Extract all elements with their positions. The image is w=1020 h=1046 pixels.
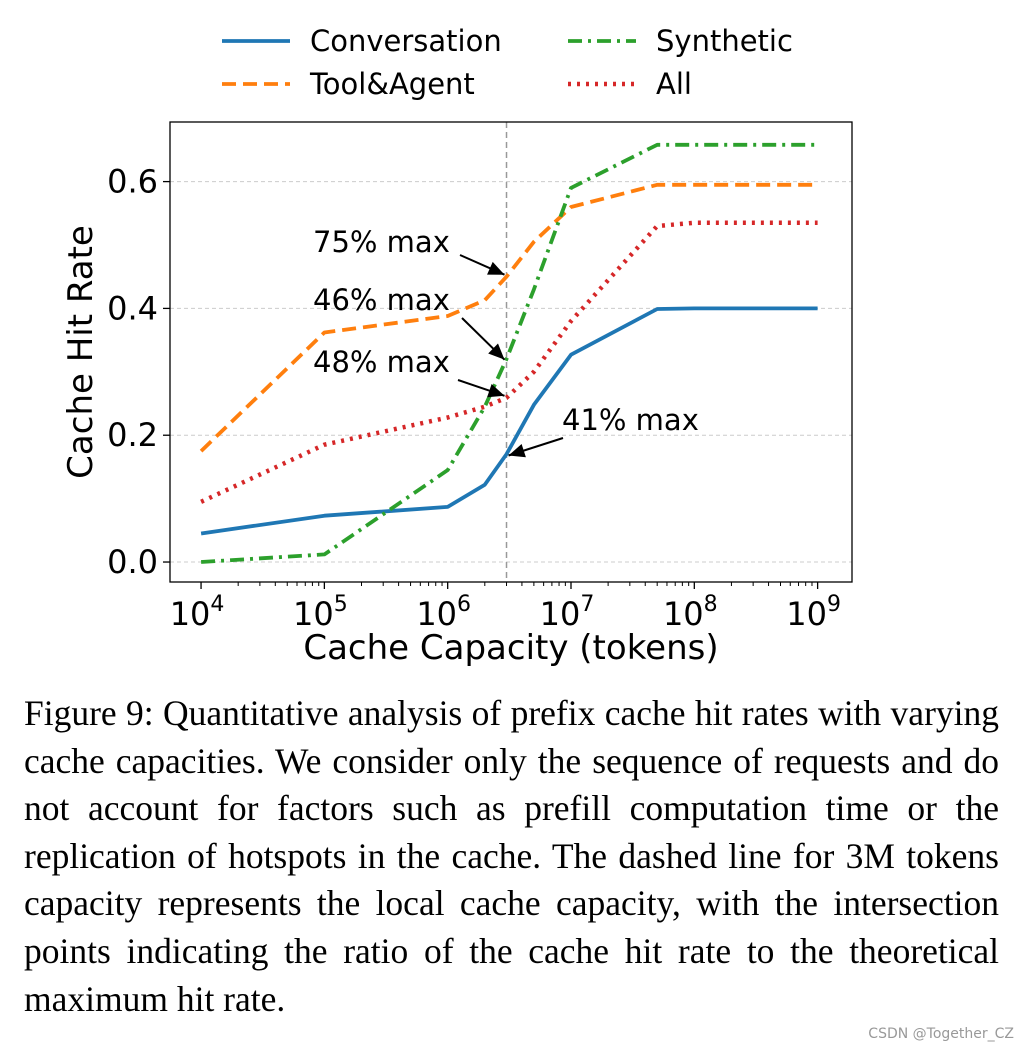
annotation-arrowhead — [508, 443, 526, 458]
series-line-synthetic — [200, 142, 818, 564]
legend-label: Tool&Agent — [309, 67, 475, 101]
annotation-label: 75% max — [313, 225, 450, 259]
x-axis-label: Cache Capacity (tokens) — [303, 628, 718, 668]
legend-label: All — [656, 67, 692, 101]
cache-hit-rate-chart: 0.0 0.2 0.4 0.6 104 105 106 107 108 109 75% max 46… — [61, 24, 853, 668]
y-tick-label: 0.4 — [107, 289, 158, 327]
legend-label: Synthetic — [656, 24, 793, 58]
series-line-toolagent — [199, 182, 818, 453]
series-line-conversation — [200, 306, 818, 536]
legend-label: Conversation — [310, 24, 502, 58]
x-tick-label: 109 — [786, 592, 841, 633]
legend: Conversation Tool&Agent Synthetic All — [222, 24, 793, 101]
x-tick-label: 105 — [293, 592, 348, 633]
y-tick-label: 0.2 — [107, 416, 158, 454]
watermark: CSDN @Together_CZ — [868, 1026, 1014, 1042]
annotation-arrowhead — [488, 343, 505, 360]
x-tick-label: 106 — [416, 592, 471, 633]
ticks: 0.0 0.2 0.4 0.6 104 105 106 107 108 109 — [107, 163, 841, 633]
annotation-label: 48% max — [313, 345, 450, 379]
annotation-arrowhead — [487, 261, 505, 275]
x-tick-label: 104 — [170, 592, 225, 633]
plot-frame — [169, 121, 853, 583]
grid — [170, 181, 852, 563]
annotation-arrowhead — [487, 384, 505, 398]
y-axis-label: Cache Hit Rate — [61, 225, 101, 479]
annotation-label: 46% max — [313, 283, 450, 317]
annotations: 75% max 46% max 48% max 41% max — [313, 225, 699, 458]
x-tick-label: 108 — [663, 592, 718, 633]
annotation-label: 41% max — [562, 403, 699, 437]
y-tick-label: 0.6 — [107, 163, 158, 201]
figure-caption: Figure 9: Quantitative analysis of prefi… — [24, 693, 999, 1019]
series-line-all — [200, 220, 818, 504]
x-tick-label: 107 — [540, 592, 595, 633]
y-tick-label: 0.0 — [107, 543, 158, 581]
series-lines — [199, 142, 818, 564]
